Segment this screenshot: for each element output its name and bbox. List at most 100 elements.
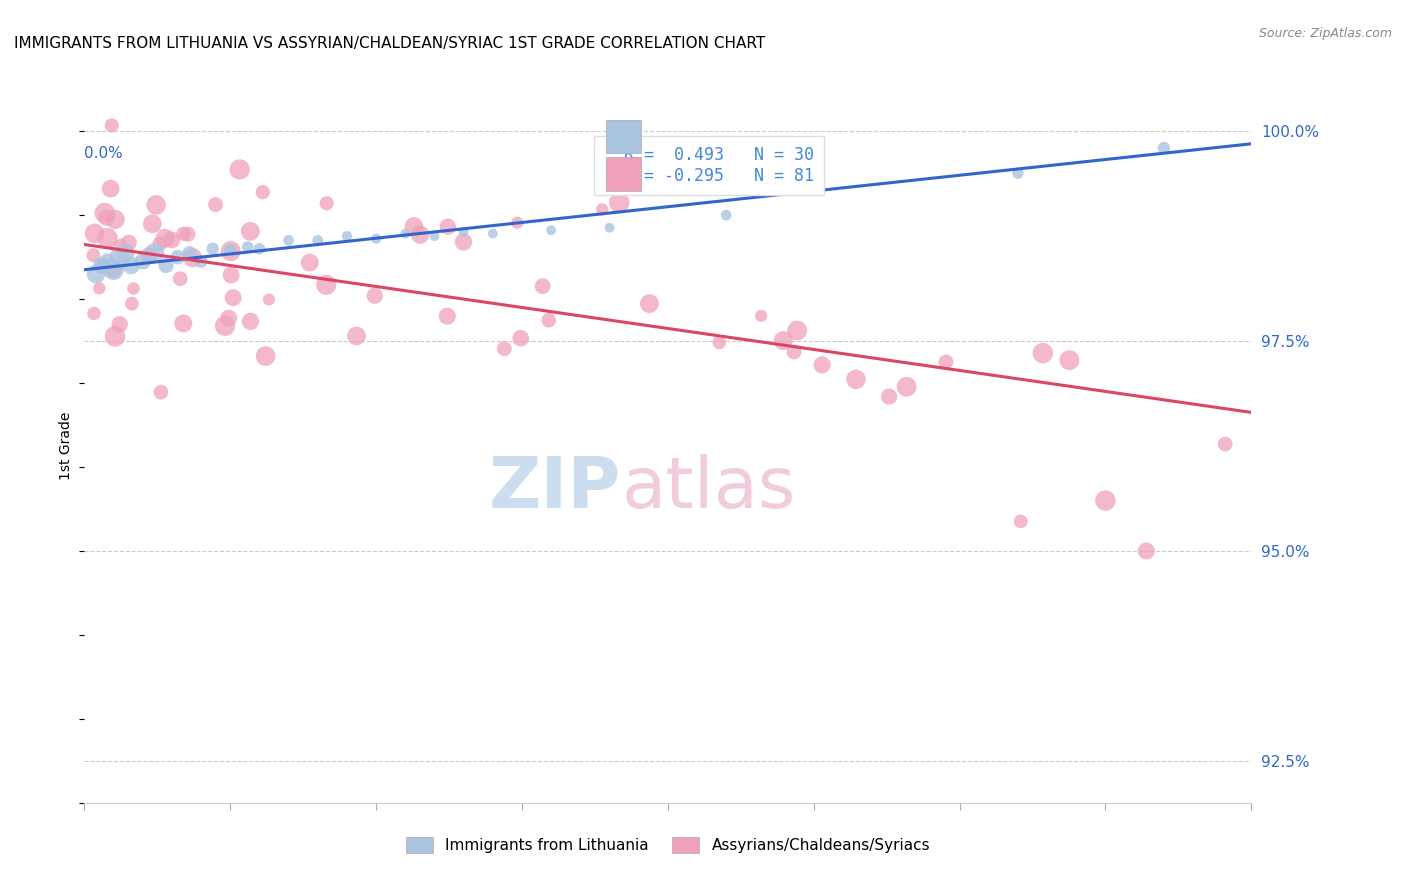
Point — [494, 342, 516, 356]
Point — [166, 250, 188, 264]
Text: IMMIGRANTS FROM LITHUANIA VS ASSYRIAN/CHALDEAN/SYRIAC 1ST GRADE CORRELATION CHAR: IMMIGRANTS FROM LITHUANIA VS ASSYRIAN/CH… — [14, 36, 765, 51]
Text: atlas: atlas — [621, 454, 796, 524]
FancyBboxPatch shape — [606, 120, 641, 153]
Point — [638, 296, 661, 310]
Point — [436, 309, 458, 323]
Point — [591, 202, 613, 217]
Point — [148, 237, 170, 252]
Point — [93, 258, 115, 272]
Point — [96, 231, 118, 245]
Text: 0.0%: 0.0% — [84, 146, 124, 161]
Point — [160, 233, 183, 247]
Point — [346, 329, 368, 343]
Point — [236, 240, 259, 254]
Point — [96, 211, 118, 225]
Point — [82, 248, 104, 262]
Point — [118, 235, 141, 250]
Point — [190, 254, 212, 268]
Point — [709, 335, 731, 350]
Point — [219, 268, 242, 282]
Point — [229, 162, 252, 177]
Point — [121, 296, 143, 310]
Point — [177, 227, 200, 241]
Point — [409, 227, 432, 242]
Point — [218, 311, 240, 326]
Point — [506, 216, 529, 230]
Point — [214, 318, 236, 333]
Point — [1153, 141, 1175, 155]
Point — [252, 185, 274, 199]
Point — [149, 385, 172, 400]
Text: R =  0.493   N = 30
  R = -0.295   N = 81: R = 0.493 N = 30 R = -0.295 N = 81 — [603, 146, 814, 185]
Point — [537, 313, 560, 327]
Point — [103, 262, 125, 277]
Point — [120, 259, 142, 273]
Point — [1094, 493, 1116, 508]
Point — [877, 390, 900, 404]
Point — [114, 246, 136, 260]
Point — [437, 219, 460, 234]
Point — [315, 277, 337, 292]
Point — [97, 254, 120, 268]
Point — [599, 220, 621, 235]
Point — [104, 212, 127, 227]
Point — [315, 196, 337, 211]
Point — [714, 208, 737, 222]
Point — [100, 181, 122, 195]
Point — [181, 251, 204, 265]
Point — [83, 306, 105, 320]
Point — [204, 197, 226, 211]
Legend: Immigrants from Lithuania, Assyrians/Chaldeans/Syriacs: Immigrants from Lithuania, Assyrians/Cha… — [399, 831, 936, 859]
Point — [100, 119, 122, 133]
Point — [239, 314, 262, 328]
Point — [336, 229, 359, 244]
Point — [772, 334, 794, 348]
Point — [247, 242, 270, 256]
Point — [298, 255, 321, 269]
Point — [141, 217, 163, 231]
Point — [481, 227, 505, 241]
Point — [364, 289, 387, 303]
Point — [108, 318, 131, 332]
Point — [1213, 437, 1236, 451]
Point — [222, 291, 245, 305]
Point — [101, 261, 124, 276]
Text: ZIP: ZIP — [489, 454, 621, 524]
Point — [896, 380, 918, 394]
Point — [277, 233, 299, 247]
Point — [173, 227, 195, 241]
Point — [84, 267, 107, 281]
Point — [749, 309, 772, 323]
Point — [104, 329, 127, 343]
Point — [110, 238, 132, 252]
Point — [935, 355, 957, 369]
Point — [1135, 544, 1157, 558]
Point — [402, 219, 425, 234]
Point — [143, 246, 166, 260]
Point — [155, 259, 177, 273]
Point — [394, 227, 416, 241]
Point — [239, 224, 262, 238]
Point — [108, 250, 131, 264]
Point — [219, 244, 242, 258]
Point — [1032, 346, 1054, 360]
Point — [138, 249, 160, 263]
Point — [307, 233, 329, 247]
Point — [509, 331, 531, 345]
Point — [845, 372, 868, 386]
Y-axis label: 1st Grade: 1st Grade — [59, 412, 73, 480]
Point — [1010, 515, 1032, 529]
Point — [83, 227, 105, 241]
Point — [172, 317, 194, 331]
Point — [366, 232, 388, 246]
Point — [94, 206, 117, 220]
Point — [783, 345, 806, 359]
Point — [122, 281, 145, 295]
FancyBboxPatch shape — [606, 157, 641, 191]
Point — [254, 349, 277, 363]
Point — [453, 235, 475, 249]
Point — [1059, 353, 1081, 368]
Point — [145, 198, 167, 212]
Point — [257, 293, 280, 307]
Point — [89, 281, 111, 295]
